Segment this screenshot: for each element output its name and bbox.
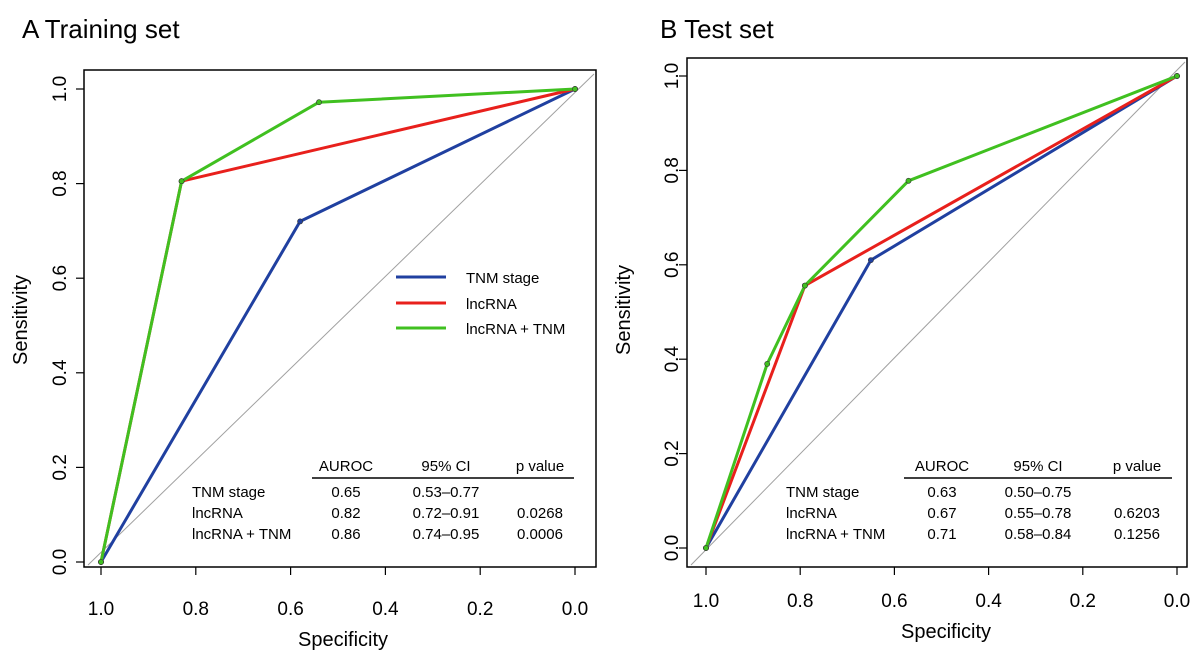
table-cell: 0.0006 xyxy=(517,526,563,543)
x-tick-label: 0.0 xyxy=(1164,591,1190,612)
table-cell: 0.55–0.78 xyxy=(1005,505,1072,522)
table-header: p value xyxy=(516,458,564,475)
roc-point xyxy=(764,360,771,367)
roc-point xyxy=(178,178,185,185)
y-tick-label: 0.2 xyxy=(50,454,71,480)
roc-point xyxy=(98,559,104,565)
table-cell: 0.82 xyxy=(331,505,360,522)
y-tick-label: 0.0 xyxy=(50,549,71,575)
roc-point xyxy=(572,86,578,92)
table-row-label: lncRNA + TNM xyxy=(786,526,885,543)
table-cell: 0.72–0.91 xyxy=(413,505,480,522)
table-row-label: TNM stage xyxy=(192,484,265,501)
table-row-label: lncRNA + TNM xyxy=(192,526,291,543)
y-tick-label: 0.4 xyxy=(50,359,71,386)
table-cell: 0.63 xyxy=(927,484,956,501)
y-axis-title: Sensitivity xyxy=(613,265,635,355)
table-cell: 0.53–0.77 xyxy=(413,484,480,501)
table-cell: 0.58–0.84 xyxy=(1005,526,1072,543)
table-cell: 0.0268 xyxy=(517,505,563,522)
table-row-label: lncRNA xyxy=(786,505,837,522)
table-cell: 0.6203 xyxy=(1114,505,1160,522)
roc-point xyxy=(802,282,808,289)
legend-label: TNM stage xyxy=(466,270,539,287)
auroc-table: AUROC 95% CI p value TNM stage 0.65 0.53… xyxy=(192,458,574,543)
table-cell: 0.86 xyxy=(331,526,360,543)
plot-frame xyxy=(83,69,597,568)
auroc-table: AUROC 95% CI p value TNM stage 0.63 0.50… xyxy=(786,458,1172,543)
table-header: 95% CI xyxy=(1013,458,1062,475)
legend-label: lncRNA xyxy=(466,296,517,313)
plot-frame xyxy=(686,57,1188,568)
table-header: AUROC xyxy=(915,458,969,475)
legend: TNM stage lncRNA lncRNA + TNM xyxy=(396,270,565,338)
legend-label: lncRNA + TNM xyxy=(466,321,565,338)
roc-point xyxy=(297,218,303,225)
roc-curves xyxy=(98,86,578,565)
y-tick-label: 0.4 xyxy=(662,346,683,373)
x-axis: 1.0 0.8 0.6 0.4 0.2 0.0 xyxy=(693,567,1190,612)
x-axis: 1.0 0.8 0.6 0.4 0.2 0.0 xyxy=(88,567,588,620)
y-axis: 0.0 0.2 0.4 0.6 0.8 1.0 xyxy=(50,76,84,575)
x-tick-label: 1.0 xyxy=(693,591,719,612)
roc-point xyxy=(1174,73,1180,79)
x-tick-label: 0.4 xyxy=(975,591,1002,612)
y-tick-label: 0.8 xyxy=(662,157,683,183)
x-tick-label: 0.4 xyxy=(372,599,399,620)
table-cell: 0.67 xyxy=(927,505,956,522)
diagonal-line xyxy=(690,61,1186,566)
panel-test-set: B Test set 1.0 0.8 0.6 0.4 0.2 0.0 0.00.20.40… xyxy=(613,14,1190,643)
panel-title: A Training set xyxy=(22,14,180,44)
table-row-label: lncRNA xyxy=(192,505,243,522)
reference-diagonal xyxy=(87,73,595,566)
table-cell: 0.74–0.95 xyxy=(413,526,480,543)
table-cell: 0.71 xyxy=(927,526,956,543)
y-tick-label: 1.0 xyxy=(662,63,683,89)
roc-point xyxy=(868,257,874,263)
x-tick-label: 0.6 xyxy=(881,591,907,612)
y-tick-label: 1.0 xyxy=(50,76,71,102)
table-cell: 0.50–0.75 xyxy=(1005,484,1072,501)
y-tick-label: 0.6 xyxy=(662,252,683,278)
table-header: AUROC xyxy=(319,458,373,475)
y-tick-label: 0.6 xyxy=(50,265,71,291)
y-tick-label: 0.2 xyxy=(662,440,683,466)
roc-line-2 xyxy=(99,87,576,563)
roc-point xyxy=(905,177,912,184)
roc-point xyxy=(703,545,709,551)
x-tick-label: 0.0 xyxy=(562,599,588,620)
table-header: p value xyxy=(1113,458,1161,475)
table-cell: 0.1256 xyxy=(1114,526,1160,543)
x-tick-label: 1.0 xyxy=(88,599,114,620)
diagonal-line xyxy=(87,73,595,566)
table-cell: 0.65 xyxy=(331,484,360,501)
panel-title: B Test set xyxy=(660,14,774,44)
table-row-label: TNM stage xyxy=(786,484,859,501)
x-axis-title: Specificity xyxy=(298,629,388,650)
reference-diagonal xyxy=(690,61,1186,566)
y-tick-label: 0.8 xyxy=(50,170,71,196)
x-tick-label: 0.8 xyxy=(183,599,209,620)
y-axis-title: Sensitivity xyxy=(10,275,32,365)
table-header: 95% CI xyxy=(421,458,470,475)
y-tick-label: 0.0 xyxy=(662,535,683,561)
panel-training-set: A Training set 1.0 0.8 0.6 0.4 0.2 0.0 0.0 0.2… xyxy=(10,14,597,650)
roc-point xyxy=(316,99,322,106)
y-axis: 0.0 0.2 0.4 0.6 0.8 1.0 xyxy=(662,63,687,561)
x-tick-label: 0.2 xyxy=(467,599,493,620)
roc-curves xyxy=(703,73,1180,551)
x-tick-label: 0.6 xyxy=(277,599,303,620)
x-tick-label: 0.8 xyxy=(787,591,813,612)
x-axis-title: Specificity xyxy=(901,621,991,643)
x-tick-label: 0.2 xyxy=(1070,591,1096,612)
